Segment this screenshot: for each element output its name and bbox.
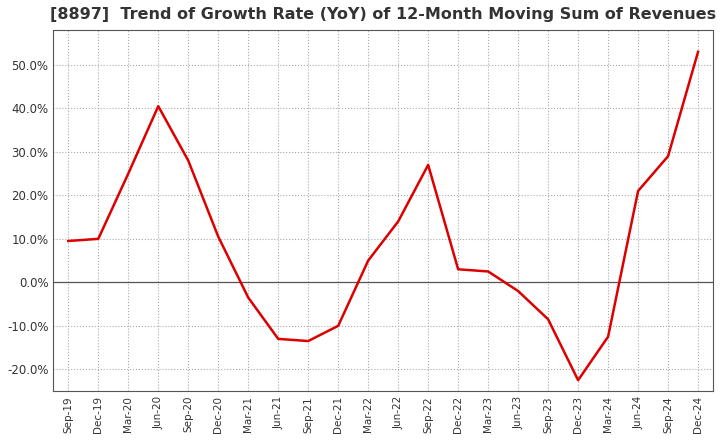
Title: [8897]  Trend of Growth Rate (YoY) of 12-Month Moving Sum of Revenues: [8897] Trend of Growth Rate (YoY) of 12-… [50,7,716,22]
